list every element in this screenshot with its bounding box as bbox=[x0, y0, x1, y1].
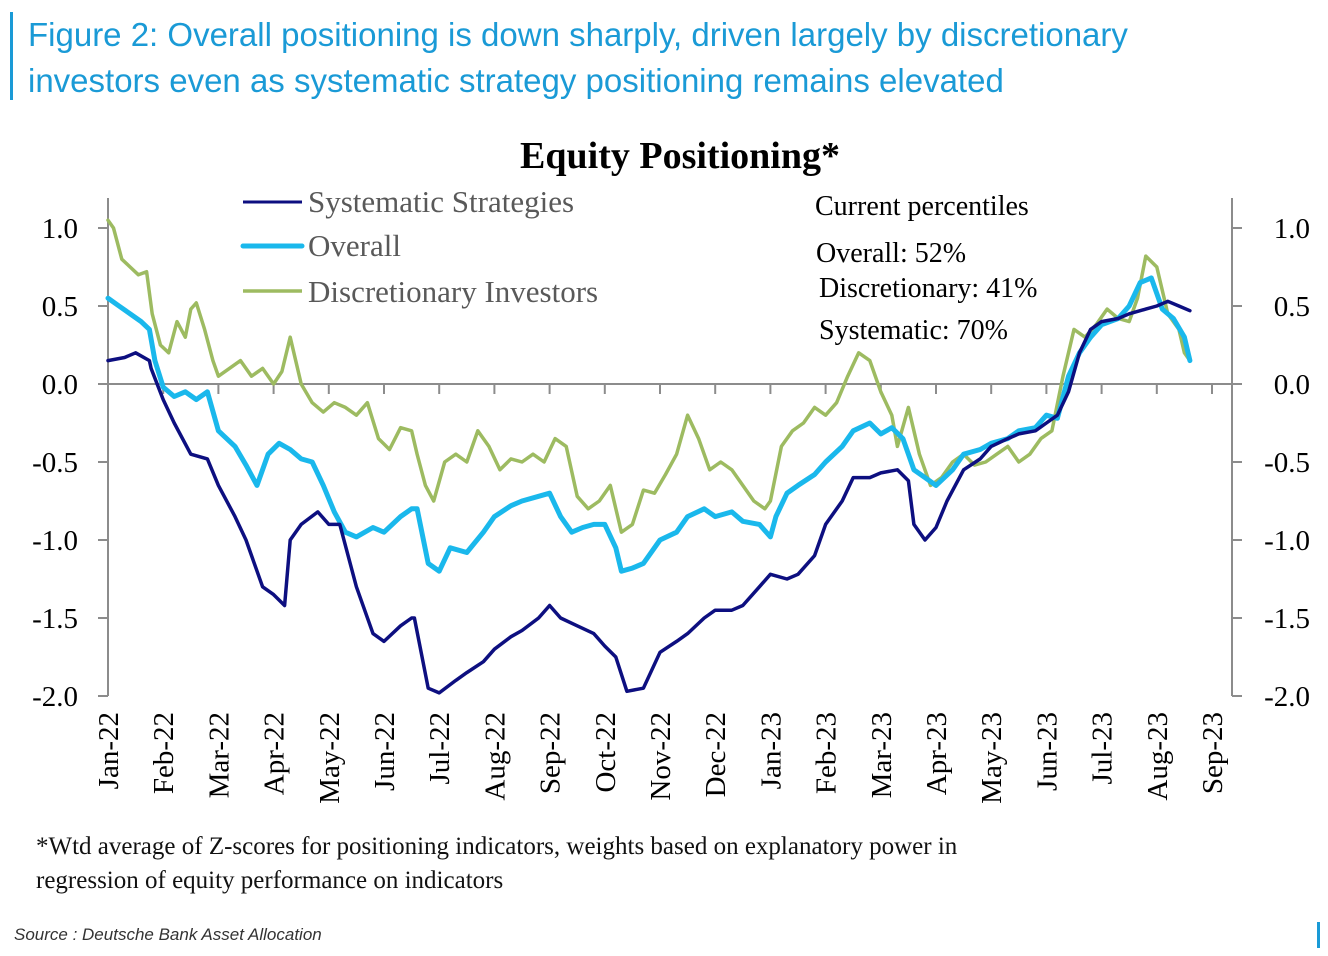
axes: 1.0 1.0 0.5 0.5 0.0 0.0 -0.5 -0.5 -1.0 -1.0 -1.5 -1… bbox=[32, 198, 1310, 804]
source-note: Source : Deutsche Bank Asset Allocation bbox=[14, 925, 322, 944]
overall-line bbox=[105, 275, 1193, 574]
chart-title: Equity Positioning* bbox=[520, 135, 840, 177]
annotation-overall: Overall: 52% bbox=[816, 238, 966, 269]
right-y-tick-label: 0.0 bbox=[1274, 369, 1310, 401]
x-tick-label: Feb-23 bbox=[811, 712, 843, 794]
left-y-tick-label: 1.0 bbox=[42, 213, 78, 245]
annotation-heading: Current percentiles bbox=[815, 191, 1029, 222]
x-tick-label: Jul-23 bbox=[1087, 712, 1119, 785]
x-tick-label: Nov-22 bbox=[645, 712, 677, 801]
x-tick-label: Jun-22 bbox=[369, 712, 401, 791]
x-tick-label: Oct-22 bbox=[590, 712, 622, 793]
percentile-annotation: Current percentiles Overall: 52% Discret… bbox=[815, 191, 1038, 346]
figure-accent-bar bbox=[10, 12, 13, 100]
x-tick-label: Jan-22 bbox=[93, 712, 125, 789]
x-tick-label: Mar-23 bbox=[866, 712, 898, 798]
right-y-tick-label: 0.5 bbox=[1274, 291, 1310, 323]
annotation-discretionary: Discretionary: 41% bbox=[819, 273, 1038, 304]
annotation-systematic: Systematic: 70% bbox=[819, 315, 1008, 346]
right-y-tick-label: 1.0 bbox=[1274, 213, 1310, 245]
x-tick-label: Aug-22 bbox=[479, 712, 511, 801]
figure-title-line-1: Figure 2: Overall positioning is down sh… bbox=[28, 16, 1128, 53]
left-y-tick-label: -1.0 bbox=[32, 525, 78, 557]
figure-title-line-2: investors even as systematic strategy po… bbox=[28, 62, 1004, 99]
left-y-tick-label: 0.5 bbox=[42, 291, 78, 323]
x-tick-label: Sep-23 bbox=[1197, 712, 1229, 794]
left-y-tick-label: -2.0 bbox=[32, 681, 78, 713]
discretionary-investors-line bbox=[106, 218, 1192, 534]
legend: Systematic Strategies Overall Discretion… bbox=[240, 184, 598, 309]
left-y-tick-label: -0.5 bbox=[32, 447, 78, 479]
legend-label-discretionary: Discretionary Investors bbox=[308, 274, 598, 309]
x-tick-label: Apr-22 bbox=[259, 712, 291, 795]
corner-accent-bar bbox=[1317, 922, 1320, 948]
x-tick-label: Jul-22 bbox=[424, 712, 456, 785]
figure-title: Figure 2: Overall positioning is down sh… bbox=[28, 12, 1318, 104]
footnote-line-1: *Wtd average of Z-scores for positioning… bbox=[36, 833, 958, 860]
left-y-tick-label: -1.5 bbox=[32, 603, 78, 635]
right-y-tick-label: -2.0 bbox=[1264, 681, 1310, 713]
footnote-line-2: regression of equity performance on indi… bbox=[36, 867, 504, 894]
footnote: *Wtd average of Z-scores for positioning… bbox=[36, 830, 957, 898]
x-tick-label: Apr-23 bbox=[921, 712, 953, 795]
x-tick-label: Dec-22 bbox=[700, 712, 732, 797]
x-tick-label: May-23 bbox=[976, 712, 1008, 804]
legend-label-overall: Overall bbox=[308, 228, 401, 263]
systematic-strategies-line bbox=[106, 299, 1192, 695]
x-tick-label: May-22 bbox=[314, 712, 346, 804]
x-tick-label: Mar-22 bbox=[203, 712, 235, 798]
legend-label-systematic: Systematic Strategies bbox=[308, 184, 574, 219]
x-tick-label: Sep-22 bbox=[535, 712, 567, 794]
series-lines bbox=[105, 218, 1193, 695]
x-tick-label: Feb-22 bbox=[148, 712, 180, 794]
x-tick-label: Aug-23 bbox=[1142, 712, 1174, 801]
left-y-tick-label: 0.0 bbox=[42, 369, 78, 401]
right-y-tick-label: -1.5 bbox=[1264, 603, 1310, 635]
x-tick-label: Jan-23 bbox=[755, 712, 787, 789]
right-y-tick-label: -1.0 bbox=[1264, 525, 1310, 557]
x-tick-label: Jun-23 bbox=[1031, 712, 1063, 791]
right-y-tick-label: -0.5 bbox=[1264, 447, 1310, 479]
